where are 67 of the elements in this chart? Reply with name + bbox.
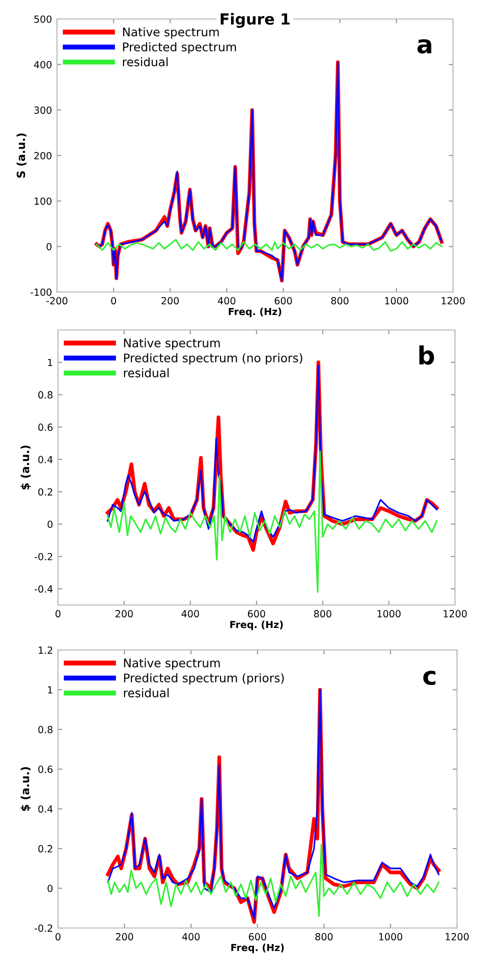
x-axis-title: Freq. (Hz) bbox=[231, 944, 284, 954]
x-tick-label: 800 bbox=[314, 610, 332, 618]
y-tick-label: 0.4 bbox=[38, 456, 53, 464]
y-tick-label: 200 bbox=[34, 152, 52, 160]
y-tick-label: 100 bbox=[34, 197, 52, 205]
x-tick-label: 1200 bbox=[442, 297, 465, 304]
x-tick-label: 600 bbox=[248, 610, 266, 618]
y-tick-label: -0.4 bbox=[34, 585, 53, 593]
x-tick-label: 0 bbox=[56, 933, 60, 940]
y-tick-label: -0.2 bbox=[34, 924, 52, 932]
y-tick-label: 0.8 bbox=[38, 726, 52, 734]
y-tick-label: 0.2 bbox=[38, 488, 52, 496]
y-tick-label: 500 bbox=[34, 15, 52, 23]
y-tick-label: 0 bbox=[48, 884, 52, 892]
x-tick-label: 200 bbox=[116, 610, 133, 618]
y-tick-label: 0.2 bbox=[38, 845, 52, 852]
y-tick-label: 400 bbox=[34, 60, 52, 68]
legend-label: Native spectrum bbox=[124, 338, 220, 350]
x-tick-label: 400 bbox=[182, 610, 199, 618]
y-axis-title: $ (a.u.) bbox=[20, 767, 31, 811]
legend-label: residual bbox=[124, 368, 169, 378]
legend-label: Native spectrum bbox=[124, 658, 220, 670]
x-axis-title: Freq. (Hz) bbox=[230, 620, 283, 630]
y-tick-label: 300 bbox=[34, 106, 52, 114]
y-tick-label: 0.4 bbox=[38, 805, 53, 813]
x-tick-label: 800 bbox=[331, 297, 348, 304]
x-tick-label: 1200 bbox=[444, 610, 467, 618]
y-tick-label: 1 bbox=[48, 686, 52, 694]
y-tick-label: -0.2 bbox=[34, 552, 52, 560]
y-tick-label: 0 bbox=[48, 520, 52, 528]
legend-label: Predicted spectrum bbox=[123, 42, 236, 54]
y-axis-title: $ (a.u.) bbox=[20, 446, 31, 490]
x-tick-label: 1000 bbox=[385, 297, 408, 304]
x-tick-label: 1000 bbox=[378, 610, 401, 618]
x-tick-label: 1200 bbox=[446, 933, 469, 940]
legend-label: Predicted spectrum (no priors) bbox=[124, 353, 302, 365]
x-tick-label: 1000 bbox=[379, 933, 402, 940]
chart-title: Figure 1 bbox=[220, 12, 290, 28]
y-tick-label: 0.6 bbox=[38, 766, 53, 773]
y-tick-label: 0.8 bbox=[38, 391, 52, 399]
y-tick-label: 0 bbox=[46, 242, 52, 250]
annotation: c bbox=[423, 670, 436, 686]
line-series bbox=[96, 238, 442, 252]
x-tick-label: 800 bbox=[315, 933, 333, 940]
x-tick-label: 600 bbox=[248, 933, 266, 940]
x-tick-label: -200 bbox=[46, 297, 68, 304]
x-tick-label: 400 bbox=[182, 933, 200, 940]
legend-label: Native spectrum bbox=[123, 27, 219, 39]
x-tick-label: 0 bbox=[56, 610, 60, 618]
y-tick-label: -100 bbox=[30, 288, 52, 296]
x-axis-title: Freq. (Hz) bbox=[228, 308, 282, 318]
line-series bbox=[106, 450, 438, 593]
x-tick-label: 0 bbox=[111, 297, 116, 304]
x-tick-label: 200 bbox=[162, 297, 179, 304]
legend-label: Predicted spectrum (priors) bbox=[124, 673, 284, 685]
legend-label: residual bbox=[123, 57, 168, 66]
y-tick-label: 1 bbox=[48, 358, 52, 366]
y-tick-label: 1.2 bbox=[38, 646, 52, 654]
x-tick-label: 400 bbox=[218, 297, 236, 304]
x-tick-label: 200 bbox=[116, 933, 134, 940]
annotation: a bbox=[417, 39, 432, 54]
y-tick-label: 0.6 bbox=[38, 424, 53, 431]
line-series bbox=[107, 844, 440, 917]
annotation: b bbox=[419, 345, 434, 365]
y-axis-title: S (a.u.) bbox=[16, 134, 26, 178]
x-tick-label: 600 bbox=[274, 297, 292, 304]
legend-label: residual bbox=[124, 688, 169, 698]
